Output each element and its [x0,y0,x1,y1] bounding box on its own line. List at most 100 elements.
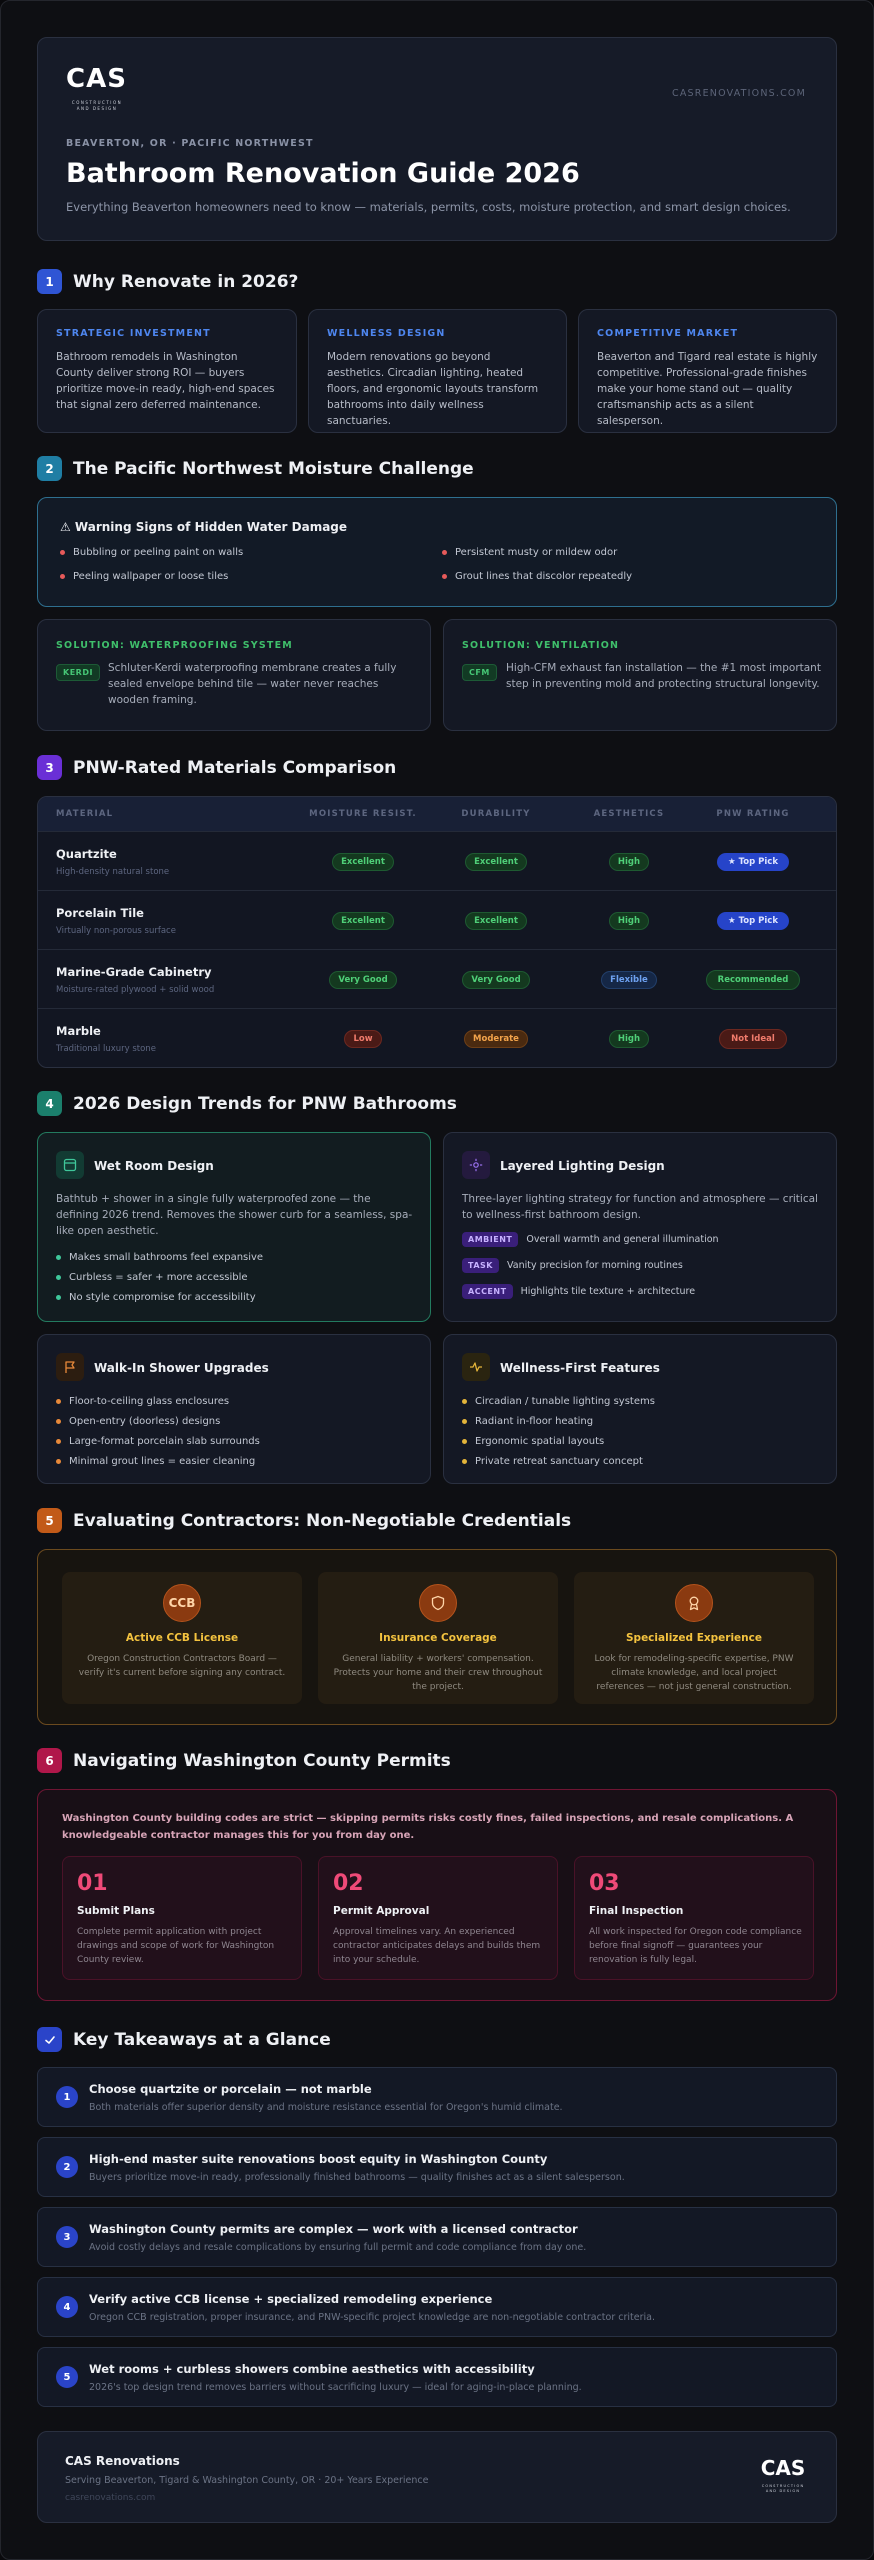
bullet-dot [442,573,447,579]
bullet-dot [462,1438,467,1444]
warning-title: ⚠ Warning Signs of Hidden Water Damage [60,520,348,534]
section-number: 1 [37,269,62,294]
bullet-dot [462,1458,467,1464]
warning-item: Bubbling or peeling paint on walls [60,542,243,562]
footer-site[interactable]: casrenovations.com [65,2493,156,2503]
material-name: Marine-Grade Cabinetry [56,965,212,979]
card-text: Modern renovations go beyond aesthetics.… [327,351,539,427]
materials-table: MATERIAL MOISTURE RESIST. DURABILITY AES… [37,796,837,1068]
col-header-aesthetics: AESTHETICS [593,809,665,819]
credential-text: Oregon Construction Contractors Board — … [78,1654,286,1678]
bullet-dot [60,549,65,555]
step-title: Final Inspection [589,1905,684,1917]
card-text: Three-layer lighting strategy for functi… [462,1193,818,1221]
lighting-card: Layered Lighting Design Three-layer ligh… [443,1132,837,1322]
section-title: PNW-Rated Materials Comparison [73,757,397,778]
step-number: 01 [77,1871,108,1896]
credential-card: Specialized Experience Look for remodeli… [574,1572,814,1704]
layer-tag: AMBIENT [462,1232,519,1247]
bullet-dot [56,1418,61,1424]
permit-step: 02 Permit Approval Approval timelines va… [318,1856,558,1980]
section-number: 5 [37,1508,62,1533]
rating-badge: Recommended [705,969,801,990]
trend-item-text: Radiant in-floor heating [475,1415,594,1427]
trend-item: Makes small bathrooms feel expansive [56,1247,263,1267]
bullet-dot [56,1274,61,1280]
takeaway-sub: Avoid costly delays and resale complicat… [89,2242,587,2253]
step-title: Permit Approval [333,1905,430,1917]
trend-item: Open-entry (doorless) designs [56,1411,220,1431]
trend-item-text: Ergonomic spatial layouts [475,1435,605,1447]
logo-text: CAS [760,2456,806,2480]
ventilation-card: SOLUTION: VENTILATION CFM High-CFM exhau… [443,619,837,731]
footer-card: CAS Renovations Serving Beaverton, Tigar… [37,2431,837,2523]
credential-text: Look for remodeling-specific expertise, … [594,1654,794,1692]
layout-icon [56,1151,84,1179]
credential-card: CCB Active CCB License Oregon Constructi… [62,1572,302,1704]
bullet-dot [442,549,447,555]
layer-tag: ACCENT [462,1284,513,1299]
material-name: Porcelain Tile [56,906,144,920]
section-5-header: 5 Evaluating Contractors: Non-Negotiable… [37,1508,571,1533]
step-text: All work inspected for Oregon code compl… [589,1927,802,1965]
takeaway-number: 1 [56,2086,78,2108]
bullet-dot [56,1398,61,1404]
waterproofing-card: SOLUTION: WATERPROOFING SYSTEM KERDI Sch… [37,619,431,731]
takeaway-number: 5 [56,2366,78,2388]
walk-in-shower-card: Walk-In Shower Upgrades Floor-to-ceiling… [37,1334,431,1484]
takeaway-item: 2 High-end master suite renovations boos… [37,2137,837,2197]
section-number: 2 [37,456,62,481]
takeaway-title: Choose quartzite or porcelain — not marb… [89,2082,372,2096]
moisture-badge: Excellent [332,911,394,930]
trend-item: Minimal grout lines = easier cleaning [56,1451,255,1471]
bullet-dot [60,573,65,579]
bullet-dot [56,1458,61,1464]
durability-badge: Excellent [465,852,527,871]
invest-card: STRATEGIC INVESTMENT Bathroom remodels i… [37,309,297,433]
table-header: MATERIAL MOISTURE RESIST. DURABILITY AES… [38,797,836,831]
material-name: Quartzite [56,847,117,861]
footer-logo: CAS CONSTRUCTION AND DESIGN [758,2458,808,2494]
card-kicker: STRATEGIC INVESTMENT [56,328,211,339]
takeaway-number: 2 [56,2156,78,2178]
market-card: COMPETITIVE MARKET Beaverton and Tigard … [578,309,837,433]
rating-badge: Not Ideal [719,1028,787,1049]
section-title: Key Takeaways at a Glance [73,2029,331,2050]
trend-item-text: Minimal grout lines = easier cleaning [69,1455,256,1467]
section-title: Navigating Washington County Permits [73,1750,451,1771]
permits-intro: Washington County building codes are str… [62,1813,794,1841]
check-icon [37,2027,62,2052]
hero-location: BEAVERTON, OR · PACIFIC NORTHWEST [66,138,314,149]
trend-item-text: Floor-to-ceiling glass enclosures [69,1395,230,1407]
step-title: Submit Plans [77,1905,155,1917]
section-title: 2026 Design Trends for PNW Bathrooms [73,1093,457,1114]
trend-item: Large-format porcelain slab surrounds [56,1431,260,1451]
section-number: 3 [37,755,62,780]
takeaway-title: Washington County permits are complex — … [89,2222,578,2236]
logo-text: CAS [66,64,127,94]
takeaway-sub: Both materials offer superior density an… [89,2102,563,2113]
permits-panel: Washington County building codes are str… [37,1789,837,2001]
layer-row: ACCENT Highlights tile texture + archite… [462,1284,695,1299]
pulse-icon [462,1353,490,1381]
trend-item: Floor-to-ceiling glass enclosures [56,1391,229,1411]
card-text: Bathroom remodels in Washington County d… [56,351,275,411]
layer-text: Overall warmth and general illumination [526,1234,719,1245]
trend-item: Private retreat sanctuary concept [462,1451,643,1471]
table-row: Marble Traditional luxury stone Low Mode… [38,1008,836,1067]
moisture-badge: Very Good [329,970,397,989]
trend-item: Radiant in-floor heating [462,1411,593,1431]
trend-item-text: Large-format porcelain slab surrounds [69,1435,260,1447]
layer-row: TASK Vanity precision for morning routin… [462,1258,683,1273]
trend-item-text: Circadian / tunable lighting systems [475,1395,655,1407]
wet-room-card: Wet Room Design Bathtub + shower in a si… [37,1132,431,1322]
durability-badge: Very Good [462,970,530,989]
durability-badge: Excellent [465,911,527,930]
col-header-material: MATERIAL [56,809,114,819]
takeaway-title: Wet rooms + curbless showers combine aes… [89,2362,535,2376]
section-title: Evaluating Contractors: Non-Negotiable C… [73,1510,572,1531]
wellness-features-card: Wellness-First Features Circadian / tuna… [443,1334,837,1484]
site-url[interactable]: CASRENOVATIONS.COM [672,88,806,99]
page-title: Bathroom Renovation Guide 2026 [66,158,580,189]
warning-item-text: Bubbling or peeling paint on walls [73,546,244,558]
